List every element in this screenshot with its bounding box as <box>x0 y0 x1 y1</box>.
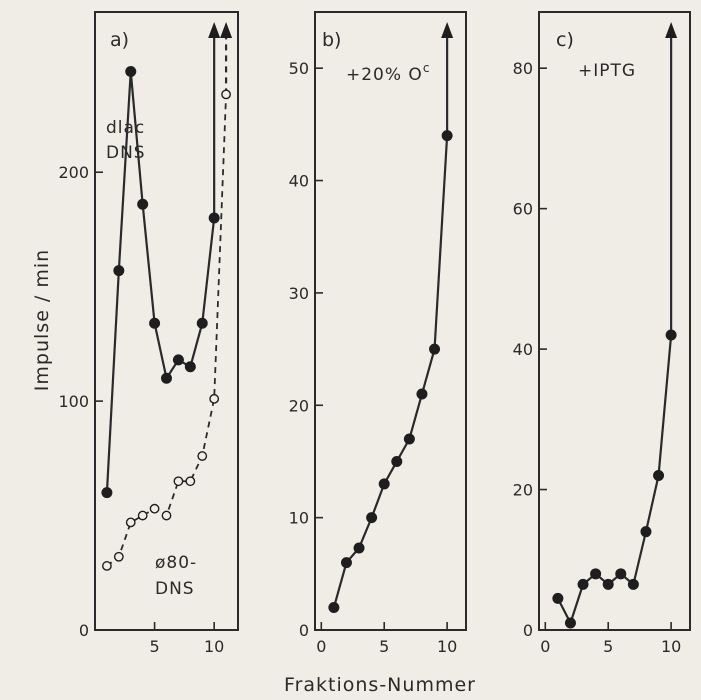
panel-a-series-1-arrow-head <box>208 22 221 38</box>
panel-c-marks: 0 20 40 60 80 0 5 10 <box>513 22 681 656</box>
panel-a-series-2-point <box>185 476 196 487</box>
panel-a-series-1-point <box>137 198 149 210</box>
panel-a-series-1-point <box>172 354 184 366</box>
panel-c-frame <box>538 11 691 631</box>
panel-c-series-1-point <box>602 578 614 590</box>
panel-b-series-1-point <box>366 512 378 524</box>
annotation-oxygen-sup: c <box>423 61 431 75</box>
panel-b-series-1-point <box>340 557 352 569</box>
panel-b-series-1-point <box>353 542 365 554</box>
panel-b: b) +20% Oc 0 10 20 30 40 50 0 5 10 <box>289 11 467 656</box>
panel-a-series-2-point <box>125 517 136 528</box>
panel-a-ytick-label: 100 <box>58 392 89 411</box>
panel-a-series-1-point <box>196 317 208 329</box>
panel-c-xtick-label: 10 <box>661 637 681 656</box>
panel-a-xtick-label: 5 <box>149 637 159 656</box>
annotation-oxygen-text: +20% O <box>346 65 423 85</box>
panel-a-xtick-label: 10 <box>204 637 224 656</box>
panel-a-ytick-label: 200 <box>58 163 89 182</box>
panel-b-ytick-label: 10 <box>289 509 309 528</box>
panel-a-series-2-point <box>137 510 148 521</box>
panel-c-ytick-label: 80 <box>513 59 533 78</box>
y-axis-label: Impulse / min <box>31 249 53 391</box>
panel-b-frame <box>314 11 467 631</box>
panel-b-series-1-point <box>403 433 415 445</box>
panel-c: c) +IPTG 0 20 40 60 80 0 5 10 <box>513 11 691 656</box>
panel-c-series-1-point <box>653 470 665 481</box>
panel-c-series-1-point <box>615 568 627 580</box>
panel-a-series-1-point <box>161 372 172 384</box>
panel-c-series-1-point <box>627 578 639 590</box>
panel-b-series-1-point <box>391 455 403 467</box>
panel-c-series-1-point <box>640 526 652 538</box>
panel-a-series-2-point <box>173 476 184 487</box>
panel-b-ytick-label: 50 <box>289 59 309 78</box>
x-axis-label: Fraktions-Nummer <box>284 674 476 696</box>
panel-a-series-2-point <box>209 393 220 404</box>
panel-b-series-1-line <box>332 135 449 608</box>
panel-c-series-1-point <box>564 617 576 629</box>
panel-a-frame <box>94 11 239 631</box>
panel-c-series-1-point <box>577 578 589 590</box>
panel-b-label: b) <box>322 29 341 51</box>
annotation-phi80-dns: DNS <box>155 579 195 599</box>
panel-b-series-1-point <box>378 478 390 490</box>
panel-c-series-1-line <box>556 334 673 625</box>
annotation-phi80: ø80- <box>155 553 197 573</box>
panel-c-xtick-label: 5 <box>603 637 613 656</box>
panel-b-series-1-point <box>429 343 441 355</box>
panel-c-ytick-label: 40 <box>513 340 533 359</box>
panel-a-series-2-point <box>197 451 208 461</box>
panel-a-series-1-point <box>149 317 161 329</box>
panel-c-ytick-label: 20 <box>513 481 533 500</box>
panel-b-ytick-label: 0 <box>299 621 309 640</box>
panel-b-series-1-arrow-head <box>441 22 454 38</box>
annotation-oxygen: +20% Oc <box>346 61 430 85</box>
annotation-dlac: dlac <box>106 118 145 138</box>
panel-b-series-1-point <box>441 130 453 142</box>
panel-b-xtick-label: 10 <box>437 637 457 656</box>
panel-b-xtick-label: 0 <box>316 637 326 656</box>
panel-a-series-2-arrow-head <box>220 22 233 38</box>
panel-c-series-1-point <box>552 592 564 604</box>
panel-a-series-2-point <box>161 510 172 521</box>
panel-a-series-2-point <box>113 551 124 562</box>
panel-b-xtick-label: 5 <box>379 637 389 656</box>
panel-a-series-1-point <box>184 361 196 373</box>
panel-a-series-2-point <box>149 503 160 514</box>
panel-c-series-1-point <box>665 329 677 341</box>
panel-c-series-1-point <box>590 568 602 580</box>
panel-b-ytick-label: 40 <box>289 172 309 191</box>
panel-c-ytick-label: 60 <box>513 200 533 219</box>
panel-a-series-1-point <box>208 212 220 224</box>
panel-b-ytick-label: 30 <box>289 284 309 303</box>
panel-a-series-2-point <box>221 89 231 100</box>
panel-a-series-1-line <box>105 70 216 493</box>
panel-b-ytick-label: 20 <box>289 396 309 415</box>
panel-a-series-1-point <box>125 66 137 78</box>
panel-a-marks: 0 100 200 5 10 <box>58 22 233 656</box>
panel-b-marks: 0 10 20 30 40 50 0 5 10 <box>289 22 457 656</box>
panel-a-series-1-point <box>101 487 113 499</box>
annotation-iptg: +IPTG <box>578 61 636 81</box>
panel-c-label: c) <box>556 29 574 51</box>
panel-a-series-2-point <box>102 561 112 571</box>
panel-a-ytick-label: 0 <box>79 621 89 640</box>
panel-b-series-1-point <box>328 602 340 614</box>
panel-c-series-1-arrow-head <box>665 22 678 38</box>
panel-c-ytick-label: 0 <box>523 621 533 640</box>
panel-b-series-1-point <box>416 388 428 400</box>
panel-c-xtick-label: 0 <box>540 637 550 656</box>
panel-a-series-1-point <box>113 265 125 277</box>
panel-a-label: a) <box>110 29 129 51</box>
